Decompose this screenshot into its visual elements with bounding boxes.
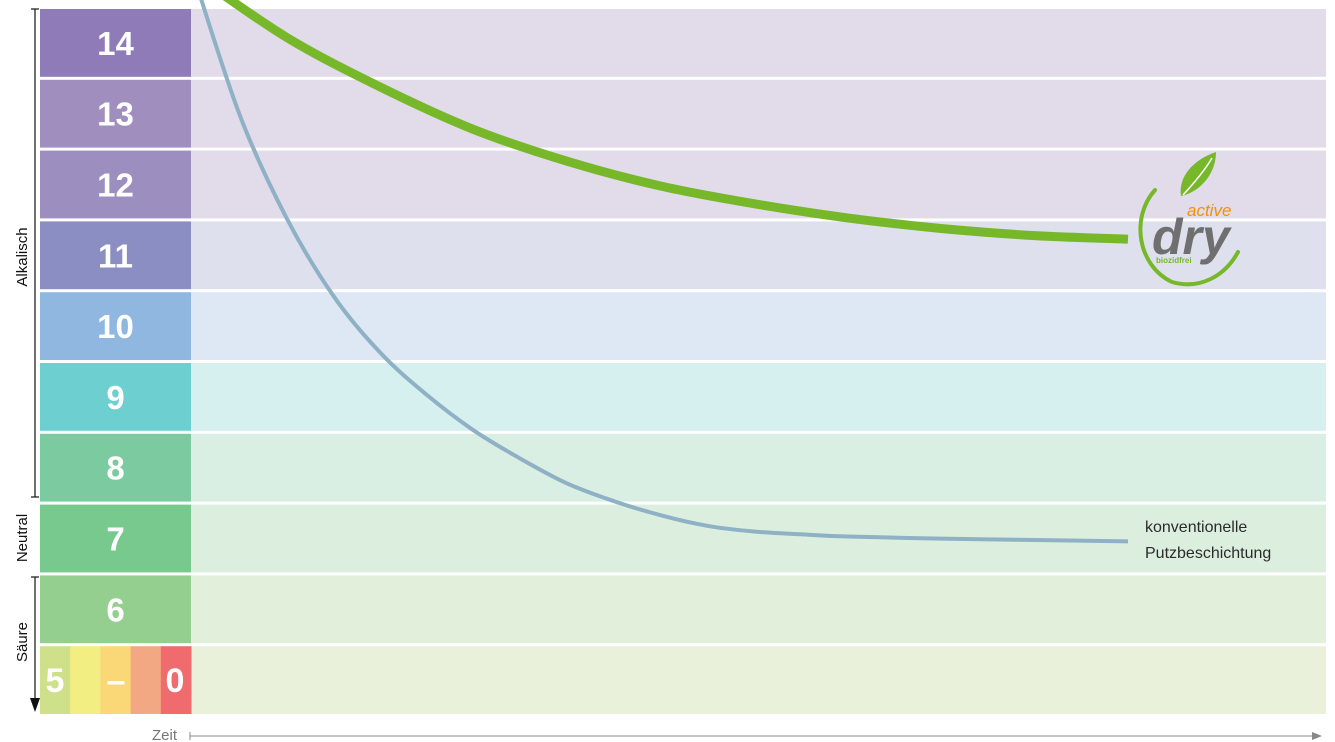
ph-label-14: 14 [97,25,134,62]
ph-label-13: 13 [97,96,134,133]
band-bg-1 [191,79,1326,148]
low-ph-swatch-2 [100,646,132,714]
low-ph-glyph-1: – [107,662,126,700]
conventional-label-line1: konventionelle [1145,519,1247,536]
alkaline-label: Alkalisch [14,227,31,286]
x-axis: Zeit [152,727,1322,742]
low-ph-glyph-2: 0 [166,662,185,700]
conventional-label-line2: Putzbeschichtung [1145,545,1271,562]
logo-word-sub: biozidfrei [1156,256,1192,265]
logo-arc [1138,188,1240,287]
band-bg-6 [191,433,1326,502]
ph-bands: 14 13 12 11 10 9 8 7 6 5 – 0 [40,9,1326,714]
ph-box-8 [40,433,191,502]
band-bg-3 [191,221,1326,290]
neutral-label: Neutral [14,514,31,562]
logo-word-top: active [1187,201,1231,220]
low-ph-swatch-1 [70,646,101,714]
logo-leaf-icon [1180,152,1216,196]
ph-label-9: 9 [106,379,124,416]
active-dry-logo: dry active biozidfrei [1138,152,1240,287]
ph-box-12 [40,150,191,219]
ph-box-13 [40,79,191,148]
curves [199,0,1129,544]
ph-label-10: 10 [97,308,134,345]
low-ph-swatch-4 [160,646,192,714]
logo-leaf-vein [1182,157,1213,196]
band-bg-8 [191,575,1326,644]
band-bg-4 [191,292,1326,360]
acid-arrow-head [30,698,40,712]
ph-label-6: 6 [106,591,124,628]
side-axis: Alkalisch Neutral Säure [14,8,40,712]
annotations: konventionelle Putzbeschichtung [1145,519,1271,562]
low-ph-swatch-0 [40,646,71,714]
x-axis-arrow-head [1312,732,1322,740]
band-bg-7 [191,504,1326,573]
logo-word-main: dry [1152,209,1232,265]
series-active-dry-line [222,0,1129,244]
band-bg-9 [191,646,1326,714]
ph-label-11: 11 [98,237,133,274]
ph-box-11 [40,221,191,290]
low-ph-swatch-3 [130,646,162,714]
low-ph-glyph-0: 5 [46,662,65,700]
band-bg-5 [191,363,1326,431]
ph-box-10 [40,292,191,360]
acid-label: Säure [14,622,31,662]
ph-label-12: 12 [97,167,134,204]
ph-box-7 [40,504,191,573]
ph-box-9 [40,363,191,431]
band-bg-0 [191,9,1326,77]
ph-label-8: 8 [106,450,124,487]
x-axis-title: Zeit [152,727,178,742]
ph-box-14 [40,9,191,77]
ph-label-7: 7 [106,521,124,558]
ph-box-6 [40,575,191,644]
series-conventional-line [199,0,1129,544]
